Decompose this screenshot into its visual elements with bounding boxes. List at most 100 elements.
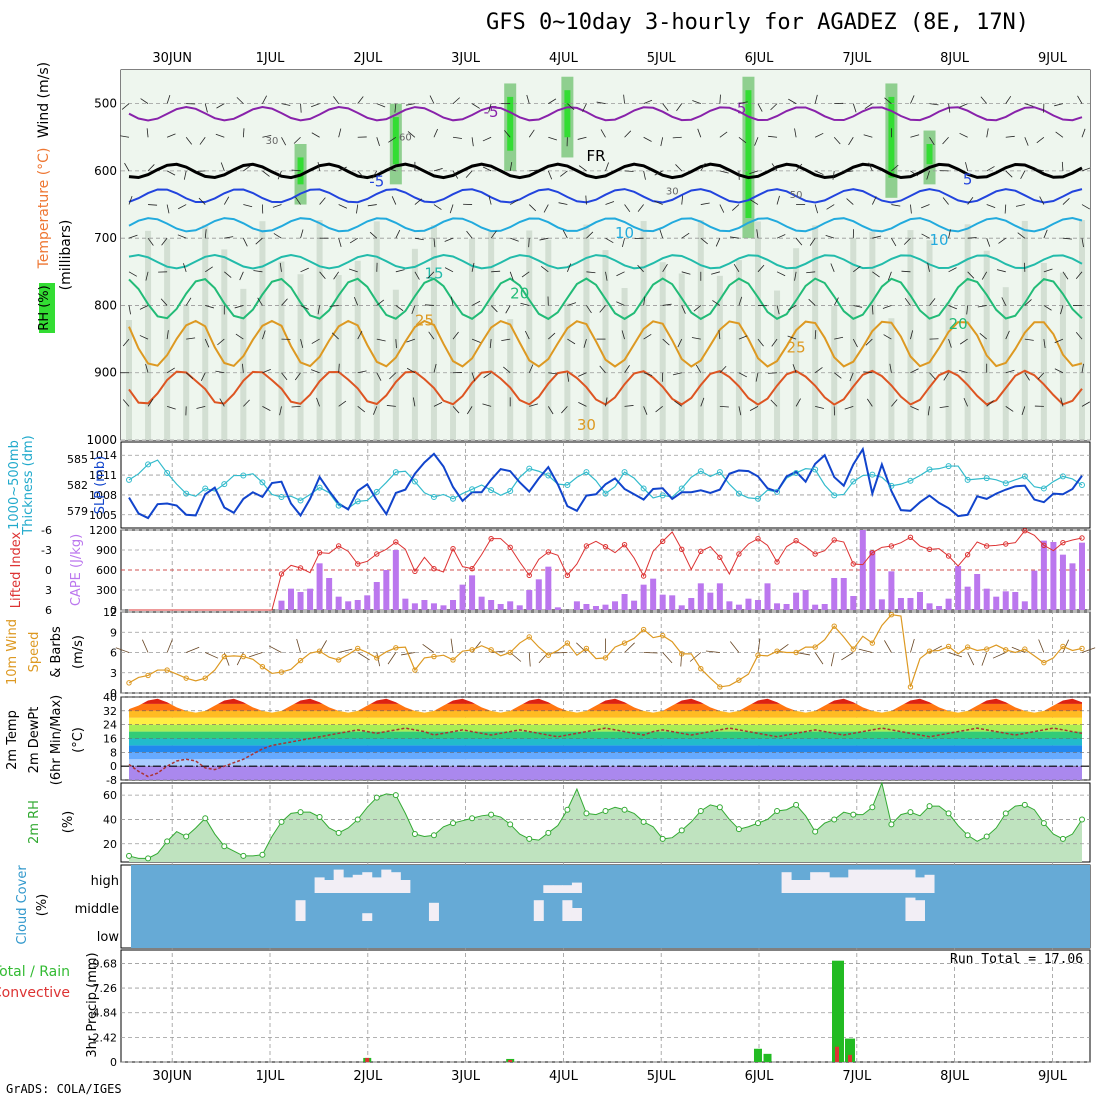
wind-barb [319, 271, 326, 279]
cloud-cell-high [552, 885, 563, 893]
cloud-cell-high [800, 880, 811, 893]
rh-tick-label: 20 [103, 838, 117, 851]
wind-barb [253, 270, 263, 273]
wind-barb [291, 405, 301, 408]
wind-barb [471, 300, 481, 306]
wind-barb [712, 300, 721, 306]
temp-tick-label: 8 [110, 746, 117, 759]
wind-barb [901, 270, 911, 273]
cape-bar [840, 578, 847, 610]
wind-barb [1054, 338, 1064, 344]
cape-bar [707, 592, 714, 610]
wind-barb [148, 204, 158, 206]
lifted-index-point [545, 549, 552, 555]
cloud-cell-high [895, 869, 906, 893]
wind-barb [199, 137, 206, 145]
wind-speed-point [164, 667, 170, 673]
thickness-point [507, 488, 514, 495]
wind-speed-point [793, 649, 799, 656]
wind-barb [662, 338, 670, 346]
temp-tick-label: 16 [103, 733, 117, 746]
cloud-cell-high [362, 872, 373, 893]
wind-barb [196, 170, 206, 172]
rh-point [564, 806, 571, 813]
wind-barb [891, 237, 897, 247]
cape-bar [726, 601, 733, 610]
rh-point [1079, 816, 1085, 823]
thickness-point [526, 465, 533, 472]
thickness-axis-label-2: Thickness (dm) [21, 435, 36, 535]
rh-shade-low [297, 274, 304, 440]
wind-barb [471, 137, 474, 147]
isotherm-label: 25 [415, 312, 434, 330]
wind-barb [770, 399, 778, 407]
rh-shade-low [240, 288, 247, 440]
wind-barb [560, 170, 568, 177]
cloud-cell-high [562, 885, 573, 893]
wind-barb [675, 164, 683, 172]
surface-wind-barb [422, 643, 435, 653]
temp-tick-label: 32 [103, 705, 117, 718]
surface-wind-barb [450, 638, 454, 653]
surface-wind-barb [841, 652, 854, 661]
wind-barb [872, 271, 880, 278]
wind-barb [357, 330, 363, 340]
cloud-row-label: low [97, 930, 120, 945]
wind-barb [311, 132, 320, 138]
wind-speed-point [831, 623, 837, 629]
surface-wind-barb [689, 652, 702, 662]
x-tick-label-bottom: 30JUN [152, 1069, 192, 1084]
wind-speed-point [202, 675, 208, 681]
wind-barb [966, 305, 969, 315]
lifted-index-point [888, 543, 895, 549]
wind-barb [395, 229, 401, 239]
wind-barb [943, 372, 949, 381]
surface-wind-barb [1038, 639, 1045, 653]
wind-barb [1075, 271, 1083, 279]
wind-barb [300, 103, 302, 113]
wind-barb [471, 338, 481, 343]
wind-barb [235, 333, 244, 340]
wind-barb [643, 296, 646, 306]
cloud-cell-high [343, 877, 354, 893]
wind-barb [814, 132, 824, 138]
wind-barb [394, 103, 397, 113]
wind-barb [317, 161, 320, 171]
cape-bar [612, 601, 619, 610]
cape-bar [535, 579, 542, 610]
wind-barb [814, 330, 817, 340]
rh-point [411, 831, 418, 838]
cape-bar [631, 600, 638, 610]
cloud-cell-high [390, 872, 401, 893]
rh-shade-low [488, 231, 495, 440]
rh-tick-label: 60 [103, 789, 117, 802]
cape-bar [354, 600, 361, 610]
wind-barb [139, 305, 149, 310]
cape-bar [554, 607, 561, 610]
temp-band [129, 731, 1082, 739]
cloud-axis-label-2: (%) [35, 894, 50, 917]
x-tick-label-bottom: 2JUL [353, 1069, 383, 1084]
wind-barb [910, 368, 919, 374]
wind-barb [1062, 271, 1069, 280]
surface-wind-barb [338, 648, 353, 653]
lifted-index-point [316, 549, 323, 556]
cape-bar [421, 600, 428, 610]
wind-barb [524, 330, 530, 340]
wind-barb [986, 128, 989, 138]
wind-barb [872, 235, 882, 239]
surface-wind-barb [967, 652, 975, 666]
precip-total-bar [832, 960, 844, 1062]
wind-barb [316, 397, 320, 407]
wind-barb [429, 95, 435, 104]
wind10m-axis-label-3: & Barbs [49, 626, 64, 678]
wind-barb [996, 269, 1006, 273]
wind-barb [223, 196, 230, 205]
wind-barb [981, 271, 988, 280]
wind-barb [806, 271, 816, 274]
cape-bar [592, 606, 599, 610]
wind-barb [291, 169, 301, 172]
lifted-index-point [869, 549, 876, 556]
wind-barb [738, 372, 748, 378]
lifted-index-point [526, 572, 532, 579]
